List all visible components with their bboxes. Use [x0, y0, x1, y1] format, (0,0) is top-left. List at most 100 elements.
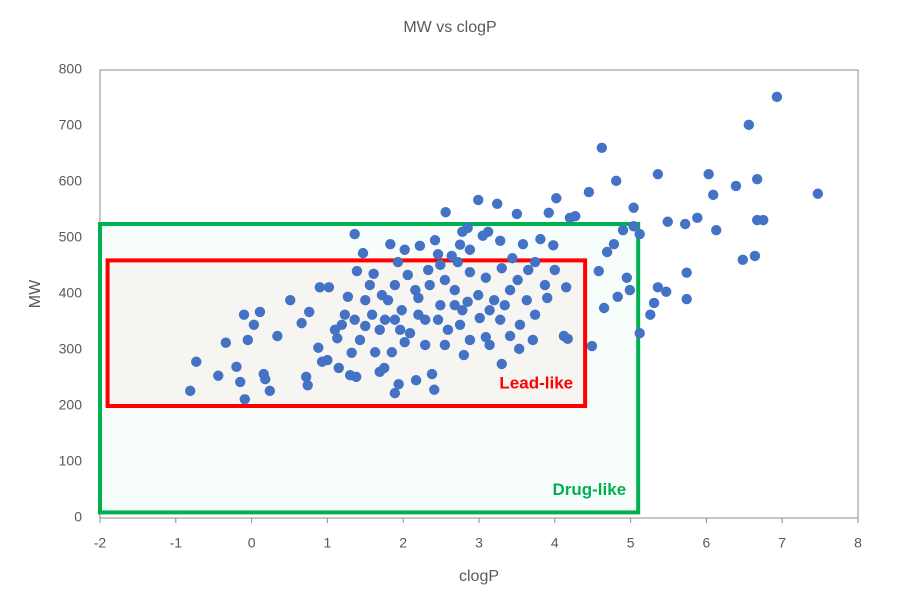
data-point	[419, 339, 431, 351]
data-point	[529, 256, 541, 268]
data-point	[313, 342, 324, 353]
data-point	[628, 202, 639, 213]
data-point	[349, 228, 360, 240]
data-point	[332, 333, 343, 344]
data-point	[285, 294, 296, 306]
data-point	[496, 263, 507, 274]
data-point	[474, 312, 485, 324]
data-point	[457, 226, 468, 238]
data-point	[424, 279, 435, 291]
data-point	[235, 376, 246, 388]
data-point	[504, 284, 516, 296]
x-tick-label: -2	[94, 535, 107, 551]
data-point	[771, 91, 783, 103]
y-tick-label: 400	[59, 285, 83, 301]
data-point	[608, 238, 620, 250]
data-point	[496, 358, 507, 370]
data-point	[586, 340, 598, 352]
data-point	[333, 362, 344, 374]
data-point	[254, 306, 266, 318]
data-point	[413, 309, 424, 320]
data-point	[410, 284, 421, 296]
data-point	[442, 324, 454, 336]
data-point	[304, 306, 315, 318]
data-point	[511, 208, 523, 220]
data-point	[513, 343, 525, 355]
data-point	[314, 282, 326, 293]
data-point	[239, 394, 250, 405]
data-point	[302, 380, 313, 391]
data-point	[488, 294, 500, 306]
data-point	[389, 279, 401, 291]
data-point	[414, 240, 426, 252]
data-point	[473, 289, 484, 301]
data-point	[596, 142, 607, 154]
data-point	[495, 235, 506, 246]
data-point	[432, 249, 444, 260]
x-tick-label: 6	[703, 535, 711, 551]
x-tick-label: 1	[324, 535, 332, 551]
y-tick-label: 800	[59, 61, 83, 77]
data-point	[711, 224, 722, 236]
data-point	[464, 334, 476, 346]
data-point	[593, 265, 604, 277]
data-point	[376, 289, 388, 301]
data-point	[440, 207, 451, 218]
data-point	[464, 266, 476, 278]
x-tick-label: 7	[778, 535, 786, 551]
data-point	[364, 279, 376, 291]
data-point	[351, 371, 362, 383]
data-point	[543, 207, 554, 218]
data-point	[389, 314, 401, 325]
data-point	[357, 247, 369, 259]
data-point	[404, 328, 416, 339]
chart-title: MW vs clogP	[403, 19, 496, 36]
data-point	[548, 240, 559, 251]
data-point	[652, 168, 664, 180]
data-point	[220, 337, 232, 348]
data-point	[634, 328, 645, 339]
x-axis-label: clogP	[459, 568, 499, 585]
data-point	[360, 320, 371, 332]
data-point	[242, 334, 254, 346]
data-point	[231, 361, 242, 372]
data-point	[652, 282, 664, 293]
data-point	[507, 252, 518, 264]
data-point	[598, 302, 610, 314]
data-point	[484, 305, 495, 316]
x-tick-label: 8	[854, 535, 862, 551]
data-point	[426, 368, 438, 380]
data-point	[296, 317, 307, 329]
data-point	[679, 218, 691, 230]
data-point	[191, 356, 202, 367]
data-point	[439, 274, 451, 286]
data-point	[454, 319, 466, 330]
data-point	[749, 250, 761, 262]
region-box	[105, 258, 588, 408]
data-point	[410, 375, 422, 386]
y-tick-label: 200	[59, 397, 83, 413]
data-point	[648, 297, 660, 309]
y-tick-label: 100	[59, 453, 83, 469]
data-point	[583, 186, 595, 198]
data-point	[435, 300, 446, 311]
data-point	[634, 228, 645, 240]
data-point	[535, 233, 546, 245]
data-point	[549, 264, 560, 276]
data-point	[446, 250, 457, 262]
data-point	[514, 319, 526, 330]
data-point	[402, 269, 413, 281]
data-point	[527, 334, 539, 346]
data-point	[703, 168, 714, 180]
data-point	[662, 216, 673, 227]
data-point	[484, 339, 495, 351]
y-axis-label: MW	[27, 279, 44, 308]
data-point	[300, 371, 312, 383]
data-point	[681, 267, 692, 278]
data-point	[645, 309, 656, 320]
data-point	[399, 336, 410, 348]
data-point	[413, 292, 424, 304]
data-point	[396, 305, 407, 316]
data-point	[449, 300, 460, 311]
